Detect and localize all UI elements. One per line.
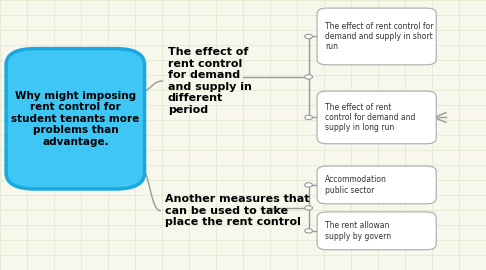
- Circle shape: [305, 34, 312, 39]
- Text: Accommodation
public sector: Accommodation public sector: [326, 175, 387, 195]
- Circle shape: [305, 206, 312, 210]
- FancyBboxPatch shape: [317, 8, 436, 65]
- Text: Why might imposing
rent control for
student tenants more
problems than
advantage: Why might imposing rent control for stud…: [11, 91, 139, 147]
- Circle shape: [305, 75, 312, 79]
- Text: The effect of
rent control
for demand
and supply in
different
period: The effect of rent control for demand an…: [168, 47, 252, 115]
- Text: The effect of rent
control for demand and
supply in long run: The effect of rent control for demand an…: [326, 103, 416, 132]
- FancyBboxPatch shape: [317, 212, 436, 250]
- Text: Another measures that
can be used to take
place the rent control: Another measures that can be used to tak…: [165, 194, 310, 227]
- FancyBboxPatch shape: [317, 166, 436, 204]
- Circle shape: [305, 229, 312, 233]
- Circle shape: [305, 115, 312, 120]
- Text: The rent allowan
supply by govern: The rent allowan supply by govern: [326, 221, 392, 241]
- Circle shape: [305, 183, 312, 187]
- FancyBboxPatch shape: [6, 49, 145, 189]
- Text: The effect of rent control for
demand and supply in short
run: The effect of rent control for demand an…: [326, 22, 434, 51]
- FancyBboxPatch shape: [317, 91, 436, 144]
